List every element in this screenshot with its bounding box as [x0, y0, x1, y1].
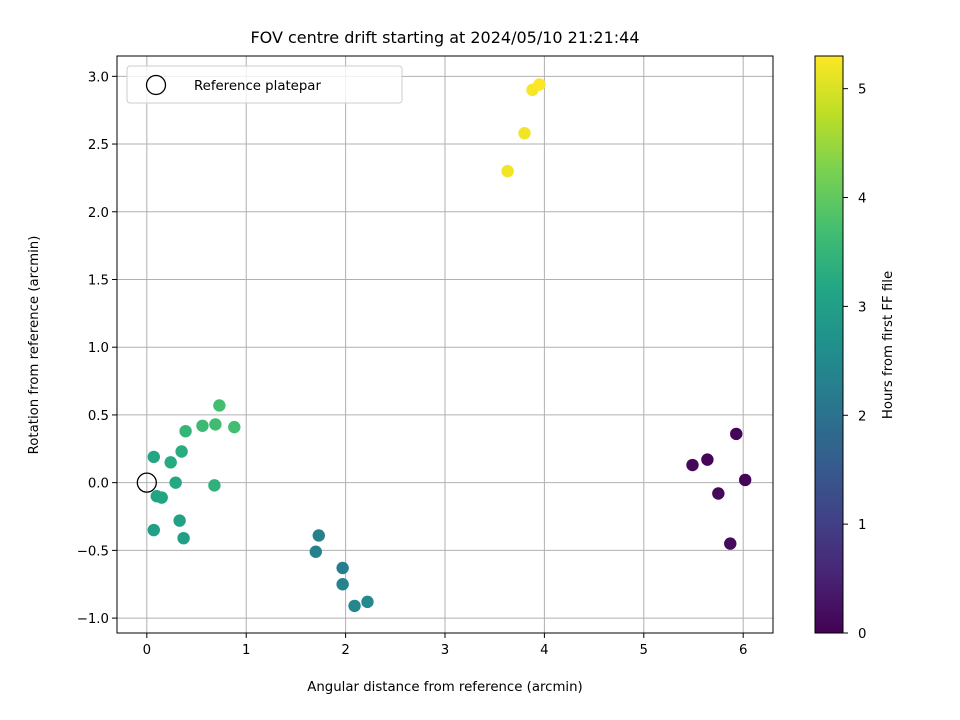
data-point: [147, 450, 160, 464]
data-point: [173, 514, 186, 527]
colorbar-gradient: [815, 56, 843, 633]
colorbar-tick-label: 2: [858, 409, 866, 424]
colorbar-tick-label: 0: [858, 627, 866, 642]
y-tick-label: 2.5: [88, 138, 109, 153]
colorbar-tick-label: 3: [858, 300, 866, 315]
y-tick-label: 2.0: [88, 206, 109, 221]
colorbar-label: Hours from first FF file: [881, 271, 896, 419]
colorbar: 0 1 2 3 4 5 Hours from first FF file: [814, 55, 896, 642]
y-tick-label: 0.5: [88, 409, 109, 424]
data-point: [518, 127, 531, 140]
legend: Reference platepar: [126, 65, 403, 104]
data-point: [164, 456, 177, 469]
data-point: [177, 531, 190, 545]
data-point: [155, 491, 168, 504]
data-point: [312, 529, 325, 542]
colorbar-tick-label: 5: [858, 83, 866, 98]
data-point: [724, 537, 737, 550]
y-tick-label: −1.0: [77, 612, 109, 627]
data-point: [686, 458, 699, 472]
x-tick-label: 0: [143, 643, 151, 658]
legend-marker-reference: [145, 74, 167, 96]
y-tick-label: 0.0: [88, 477, 109, 492]
x-tick-label: 1: [242, 643, 250, 658]
data-point: [175, 445, 188, 458]
colorbar-tick-label: 1: [858, 518, 866, 533]
y-tick-label: 1.5: [88, 273, 109, 288]
data-point: [712, 487, 725, 500]
data-point: [336, 578, 349, 591]
data-point: [309, 545, 322, 558]
colorbar-frame: [814, 55, 844, 634]
data-point: [196, 419, 209, 432]
y-tick-label: −0.5: [77, 544, 109, 559]
data-point: [738, 473, 752, 487]
colorbar-tick-label: 4: [858, 192, 866, 207]
y-axis-label: Rotation from reference (arcmin): [27, 236, 42, 455]
x-tick-label: 4: [540, 643, 548, 658]
legend-box: [126, 65, 403, 104]
reference-platepar-marker: [136, 472, 157, 493]
x-axis-label: Angular distance from reference (arcmin): [307, 680, 582, 695]
data-point: [361, 595, 374, 609]
data-point: [179, 424, 192, 438]
y-tick-label: 1.0: [88, 341, 109, 356]
colorbar-ticks: 0 1 2 3 4 5: [843, 83, 866, 642]
y-tick-label: 3.0: [88, 70, 109, 85]
data-point: [208, 479, 221, 492]
data-point: [147, 523, 160, 537]
chart-title: FOV centre drift starting at 2024/05/10 …: [250, 28, 639, 47]
data-point: [169, 476, 182, 489]
x-tick-label: 3: [441, 643, 449, 658]
data-point: [533, 78, 546, 91]
data-point: [348, 599, 361, 613]
x-axis-ticks: 0 1 2 3 4 5 6: [143, 633, 747, 658]
data-point: [209, 418, 222, 431]
grid: [117, 56, 773, 633]
data-point: [336, 561, 349, 575]
data-point: [701, 453, 714, 466]
y-axis-ticks: −1.0 −0.5 0.0 0.5 1.0 1.5 2.0 2.5 3.0: [77, 70, 117, 627]
data-point: [228, 420, 241, 434]
x-tick-label: 2: [341, 643, 349, 658]
data-point: [213, 399, 226, 412]
legend-label-reference: Reference platepar: [194, 79, 321, 94]
x-tick-label: 6: [739, 643, 747, 658]
data-points: [136, 78, 752, 613]
data-point: [501, 164, 514, 178]
data-point: [730, 427, 743, 441]
x-tick-label: 5: [640, 643, 648, 658]
